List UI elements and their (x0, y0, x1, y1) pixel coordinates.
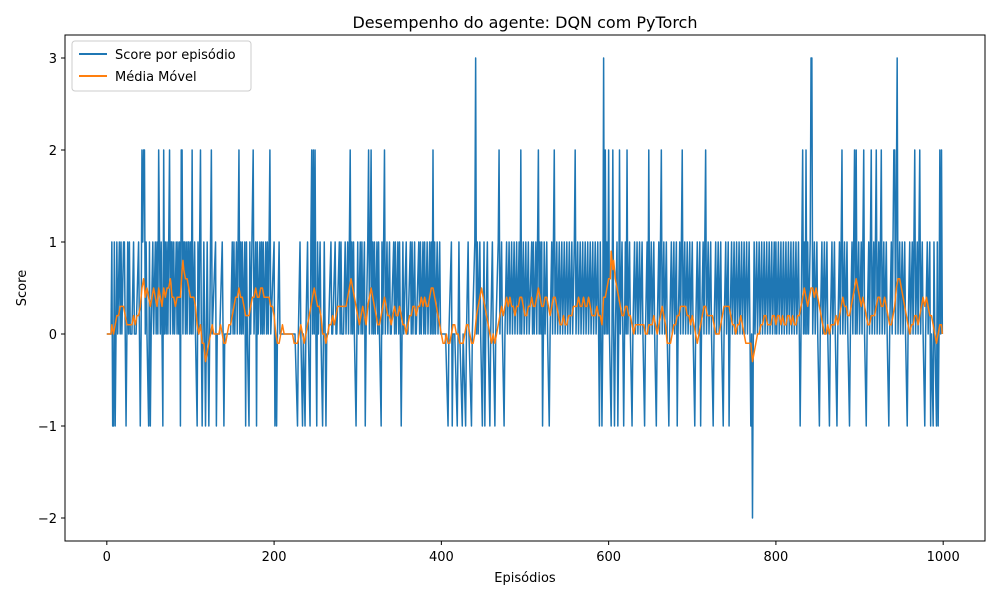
score-series-line (106, 57, 944, 519)
x-tick-label: 200 (262, 550, 287, 565)
y-tick-label: 0 (49, 328, 57, 343)
x-tick-label: 600 (596, 550, 621, 565)
legend-label-moving-average: Média Móvel (115, 70, 197, 85)
y-tick-label: −1 (38, 420, 57, 435)
y-tick-label: 2 (49, 144, 57, 159)
y-axis: −2 −1 0 1 2 3 (38, 52, 65, 527)
plot-frame (64, 34, 986, 542)
x-tick-label: 400 (429, 550, 454, 565)
y-axis-title: Score (15, 270, 30, 306)
legend-box (71, 40, 252, 92)
y-tick-label: 1 (49, 236, 57, 251)
x-tick-label: 800 (763, 550, 788, 565)
moving-average-series-line (106, 250, 944, 363)
x-tick-label: 1000 (927, 550, 960, 565)
y-tick-label: 3 (49, 52, 57, 67)
x-tick-label: 0 (103, 550, 111, 565)
x-axis: 0 200 400 600 800 1000 (103, 541, 960, 565)
series-layer (106, 57, 944, 519)
y-tick-label: −2 (38, 512, 57, 527)
x-axis-title: Episódios (494, 571, 556, 586)
legend: Score por episódio Média Móvel (71, 40, 252, 92)
chart-title: Desempenho do agente: DQN com PyTorch (352, 13, 697, 32)
legend-label-score: Score por episódio (115, 48, 236, 63)
